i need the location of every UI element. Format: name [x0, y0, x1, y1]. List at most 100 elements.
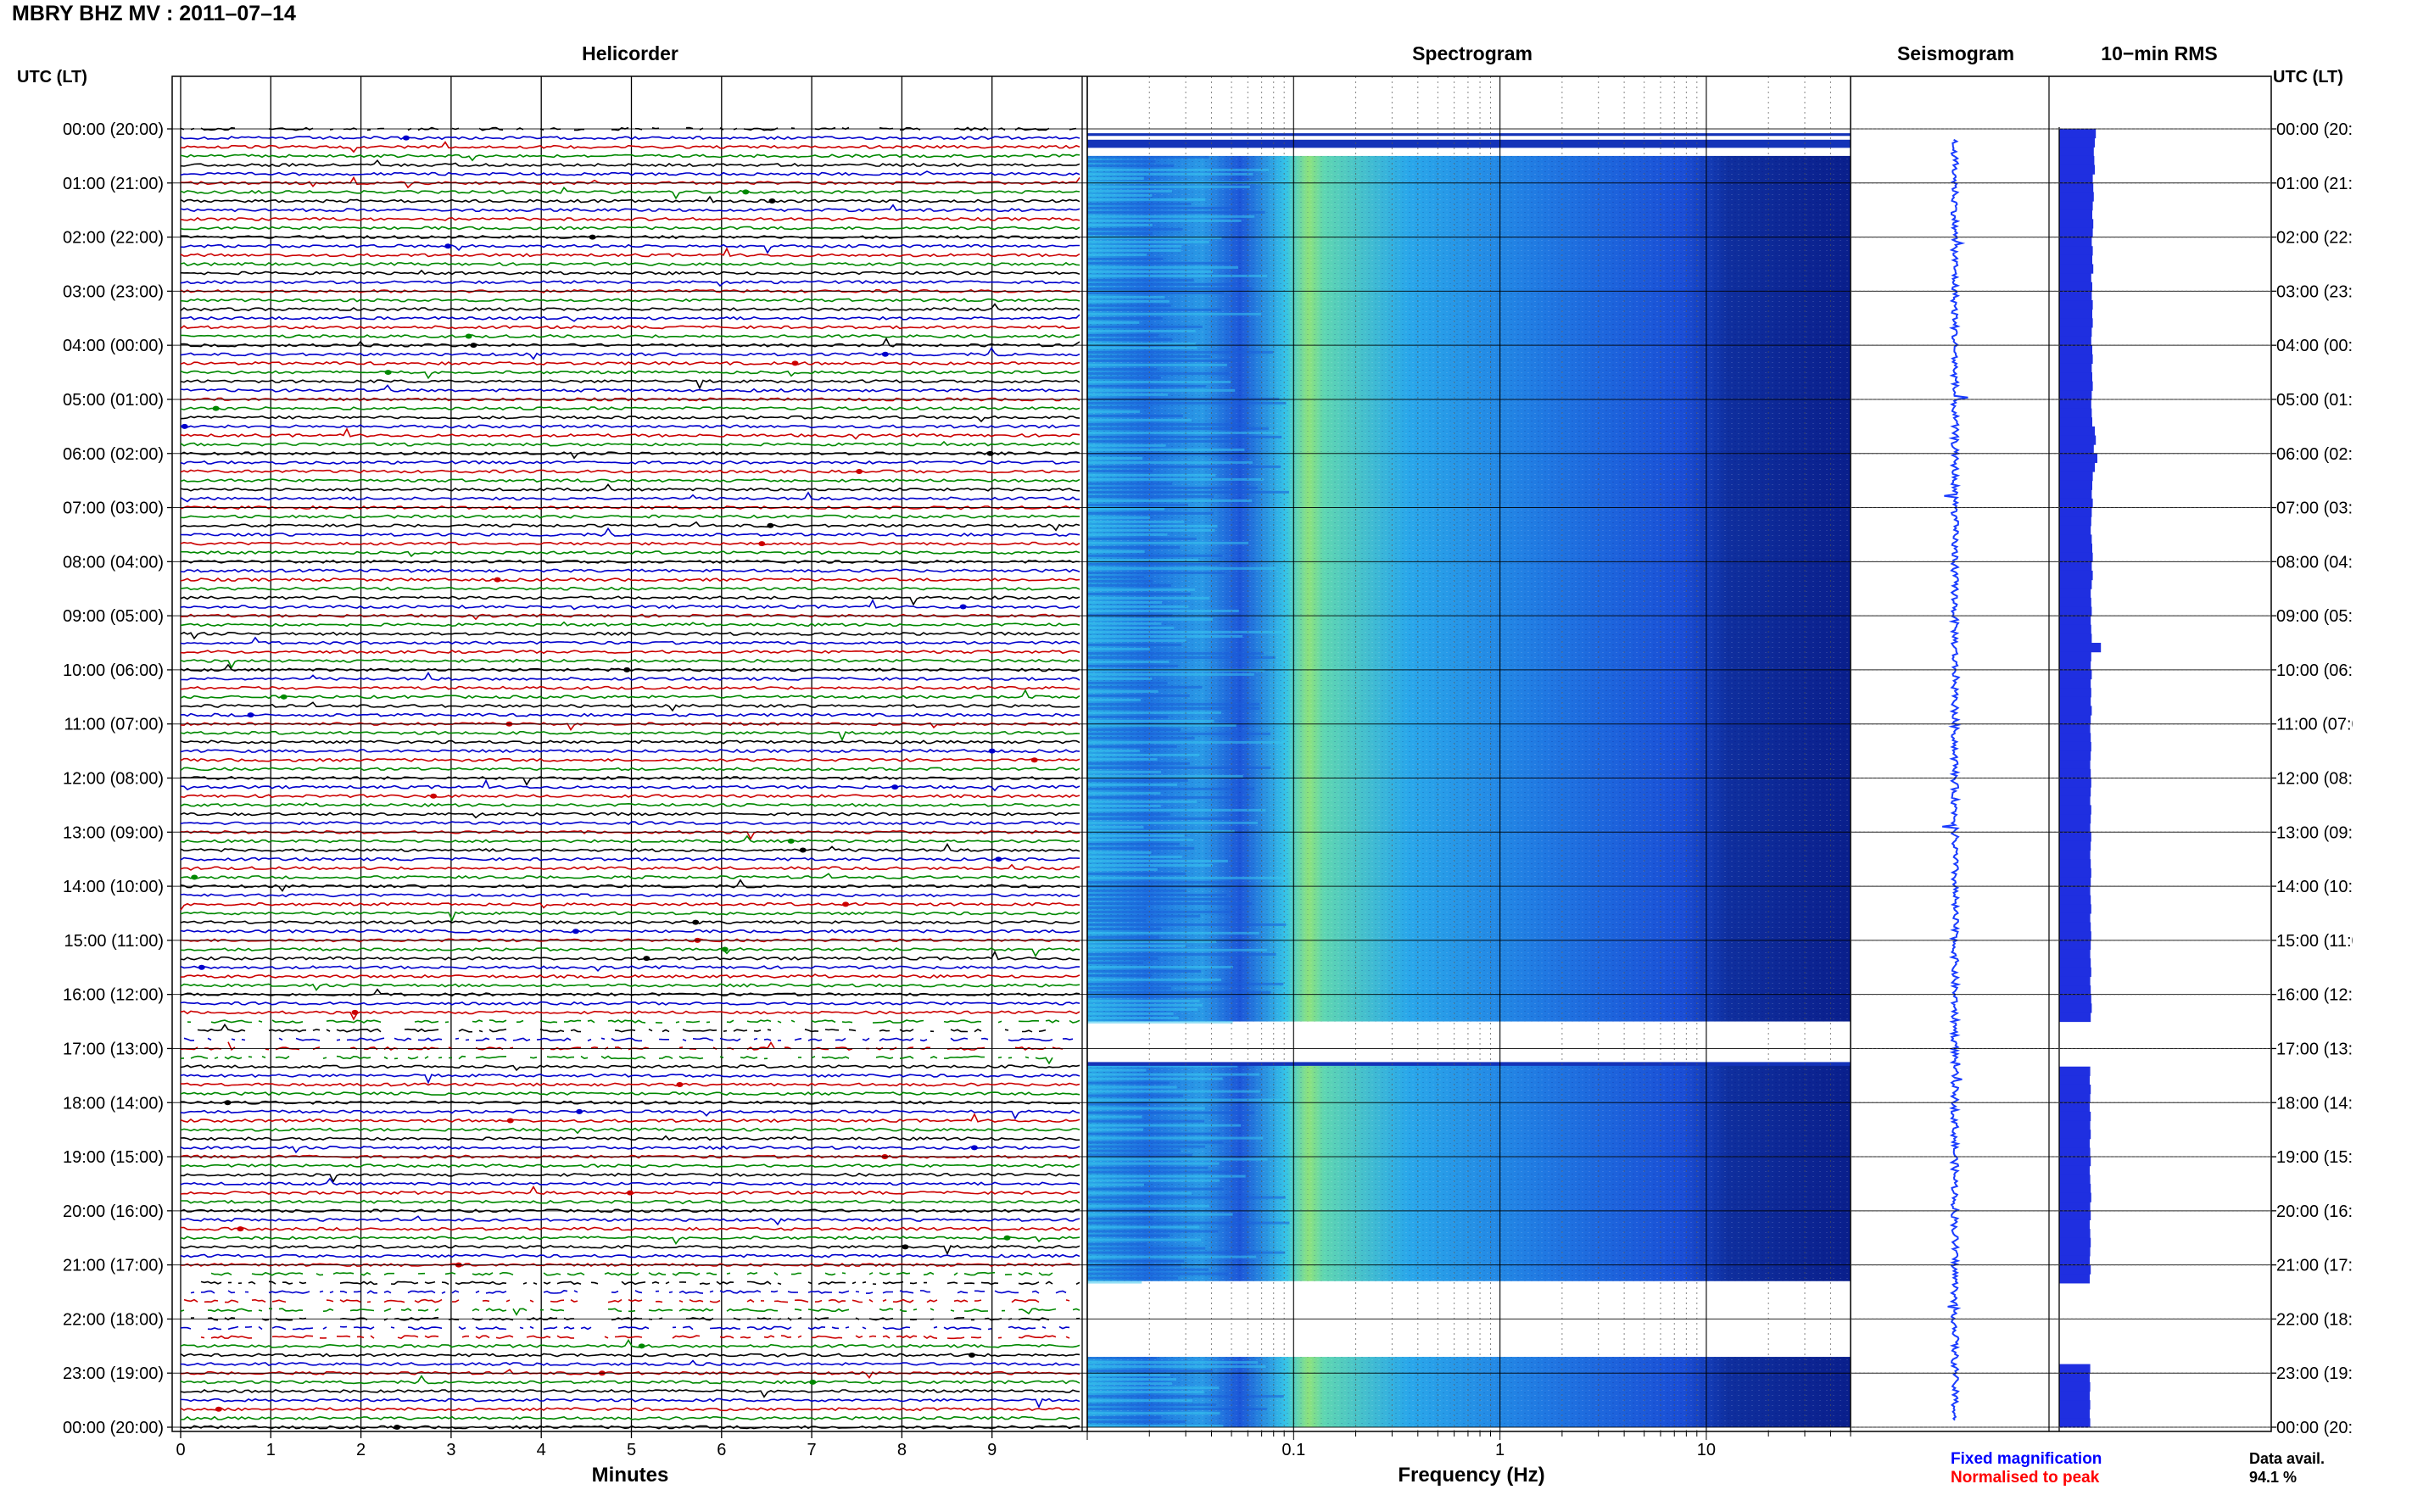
rms-bar: [2059, 840, 2091, 851]
helicorder-trace-line: [180, 153, 1080, 162]
helicorder-event-mark: [809, 1379, 817, 1385]
helicorder-trace-line: [180, 280, 1080, 287]
helicorder-trace-line: [180, 689, 1080, 700]
helicorder-trace-line: [181, 550, 1080, 558]
spectrogram-streak: [1087, 639, 1186, 642]
hour-label-right: 18:00 (14:0: [2276, 1094, 2362, 1113]
helicorder-trace-line: [180, 685, 1080, 690]
rms-bar: [2059, 1229, 2091, 1239]
spectrogram-streak: [1087, 1276, 1178, 1280]
rms-bar: [2059, 264, 2094, 274]
rms-bar: [2059, 426, 2095, 437]
spectrogram-streak: [1087, 855, 1182, 858]
helicorder-trace-line: [180, 812, 1080, 819]
helicorder-trace-line: [180, 204, 1080, 213]
helicorder-trace-line: [180, 631, 1080, 640]
rms-bar: [2059, 1381, 2091, 1392]
spectrogram-streak: [1087, 193, 1153, 197]
helicorder-trace-line: [180, 478, 1080, 483]
hour-label-right: 14:00 (10:0: [2276, 878, 2362, 896]
rms-bar: [2059, 1373, 2090, 1383]
rms-bar: [2059, 877, 2091, 887]
hour-label-left: 07:00 (03:00): [63, 499, 164, 518]
spectrogram-streak: [1087, 762, 1190, 765]
spectrogram-strip: [1087, 133, 1851, 137]
spectrogram-streak: [1087, 1170, 1241, 1174]
helicorder-trace-line: [180, 491, 1080, 503]
spectrogram-streak: [1087, 541, 1248, 544]
helicorder-event-mark: [742, 189, 750, 195]
legend-fixed-magnification: Fixed magnification: [1951, 1450, 2102, 1468]
spectrogram-streak: [1087, 1174, 1246, 1178]
rms-bar: [2059, 444, 2094, 455]
rms-bar: [2059, 1391, 2090, 1401]
helicorder-event-mark: [215, 1406, 222, 1412]
helicorder-trace-line: [180, 911, 1080, 923]
rms-bar: [2059, 832, 2091, 842]
helicorder-trace-line: [180, 1177, 1080, 1186]
spectrogram-streak: [1087, 354, 1211, 358]
spectrogram-streak: [1087, 914, 1201, 918]
helicorder-trace-line: [180, 947, 1080, 958]
hour-label-left: 18:00 (14:00): [63, 1094, 164, 1113]
spectrogram-streak: [1087, 817, 1239, 820]
spectrogram-streak: [1087, 965, 1233, 968]
spectrogram-streak: [1087, 1073, 1260, 1076]
rms-bar: [2059, 453, 2097, 463]
rms-bar: [2059, 787, 2091, 797]
helicorder-event-mark: [995, 856, 1002, 862]
spectrogram-streak: [1087, 1374, 1170, 1377]
helicorder-trace-line: [180, 712, 1080, 717]
spectrogram-streak: [1087, 248, 1181, 252]
rms-bar: [2059, 912, 2091, 923]
spectrogram-streak: [1087, 189, 1173, 192]
rms-bar: [2059, 1219, 2090, 1230]
spectrogram-streak: [1087, 312, 1262, 315]
spectrogram-streak: [1087, 1132, 1220, 1135]
rms-bar: [2059, 1418, 2091, 1428]
helicorder-trace-line: [180, 973, 1080, 979]
rms-bar: [2059, 597, 2091, 608]
hour-label-left: 14:00 (10:00): [63, 878, 164, 896]
spectrogram-streak: [1087, 490, 1289, 494]
helicorder-event-mark: [643, 956, 650, 962]
rms-bar: [2059, 489, 2092, 499]
rms-title: 10−min RMS: [2101, 42, 2218, 64]
helicorder-event-mark: [970, 1145, 978, 1151]
spectrogram-streak: [1087, 1016, 1179, 1019]
helicorder-event-mark: [881, 351, 889, 357]
rms-bar: [2059, 227, 2093, 238]
spectrogram-streak: [1087, 808, 1266, 812]
rms-bar: [2059, 958, 2091, 968]
helicorder-trace-line: [180, 379, 1080, 390]
spectrogram-streak: [1087, 787, 1255, 790]
helicorder-title: Helicorder: [582, 42, 678, 64]
spectrogram-streak: [1087, 545, 1181, 549]
hour-label-right: 08:00 (04:0: [2276, 553, 2362, 572]
figure-frame: [171, 75, 2272, 1432]
spectrogram-streak: [1087, 554, 1223, 557]
spectrogram-streak: [1087, 630, 1287, 633]
helicorder-event-mark: [430, 793, 438, 799]
helicorder-trace-line: [180, 1127, 1080, 1135]
rms-bar: [2059, 850, 2091, 860]
helicorder-event-mark: [494, 577, 501, 583]
hour-label-left: 05:00 (01:00): [63, 391, 164, 410]
rms-bar: [2059, 994, 2091, 1004]
helicorder-trace-line: [180, 176, 1080, 189]
legend-normalised-to-peak: Normalised to peak: [1951, 1469, 2100, 1487]
helicorder-xtick-label: 3: [446, 1441, 455, 1459]
helicorder-trace-line: [180, 636, 1080, 645]
spectrogram-streak: [1087, 711, 1221, 714]
spectrogram-streak: [1087, 740, 1285, 744]
helicorder-trace-line: [180, 334, 1080, 339]
spectrogram-streak: [1087, 253, 1147, 256]
spectrogram-streak: [1087, 287, 1253, 290]
data-availability-label: Data avail.: [2249, 1450, 2325, 1467]
spectrogram-streak: [1087, 723, 1237, 727]
seismogram-trace: [1942, 138, 1968, 1421]
spectrogram-streak: [1087, 257, 1164, 260]
spectrogram-streak: [1087, 316, 1163, 320]
spectrogram-streak: [1087, 202, 1192, 205]
spectrogram-streak: [1087, 1191, 1192, 1195]
